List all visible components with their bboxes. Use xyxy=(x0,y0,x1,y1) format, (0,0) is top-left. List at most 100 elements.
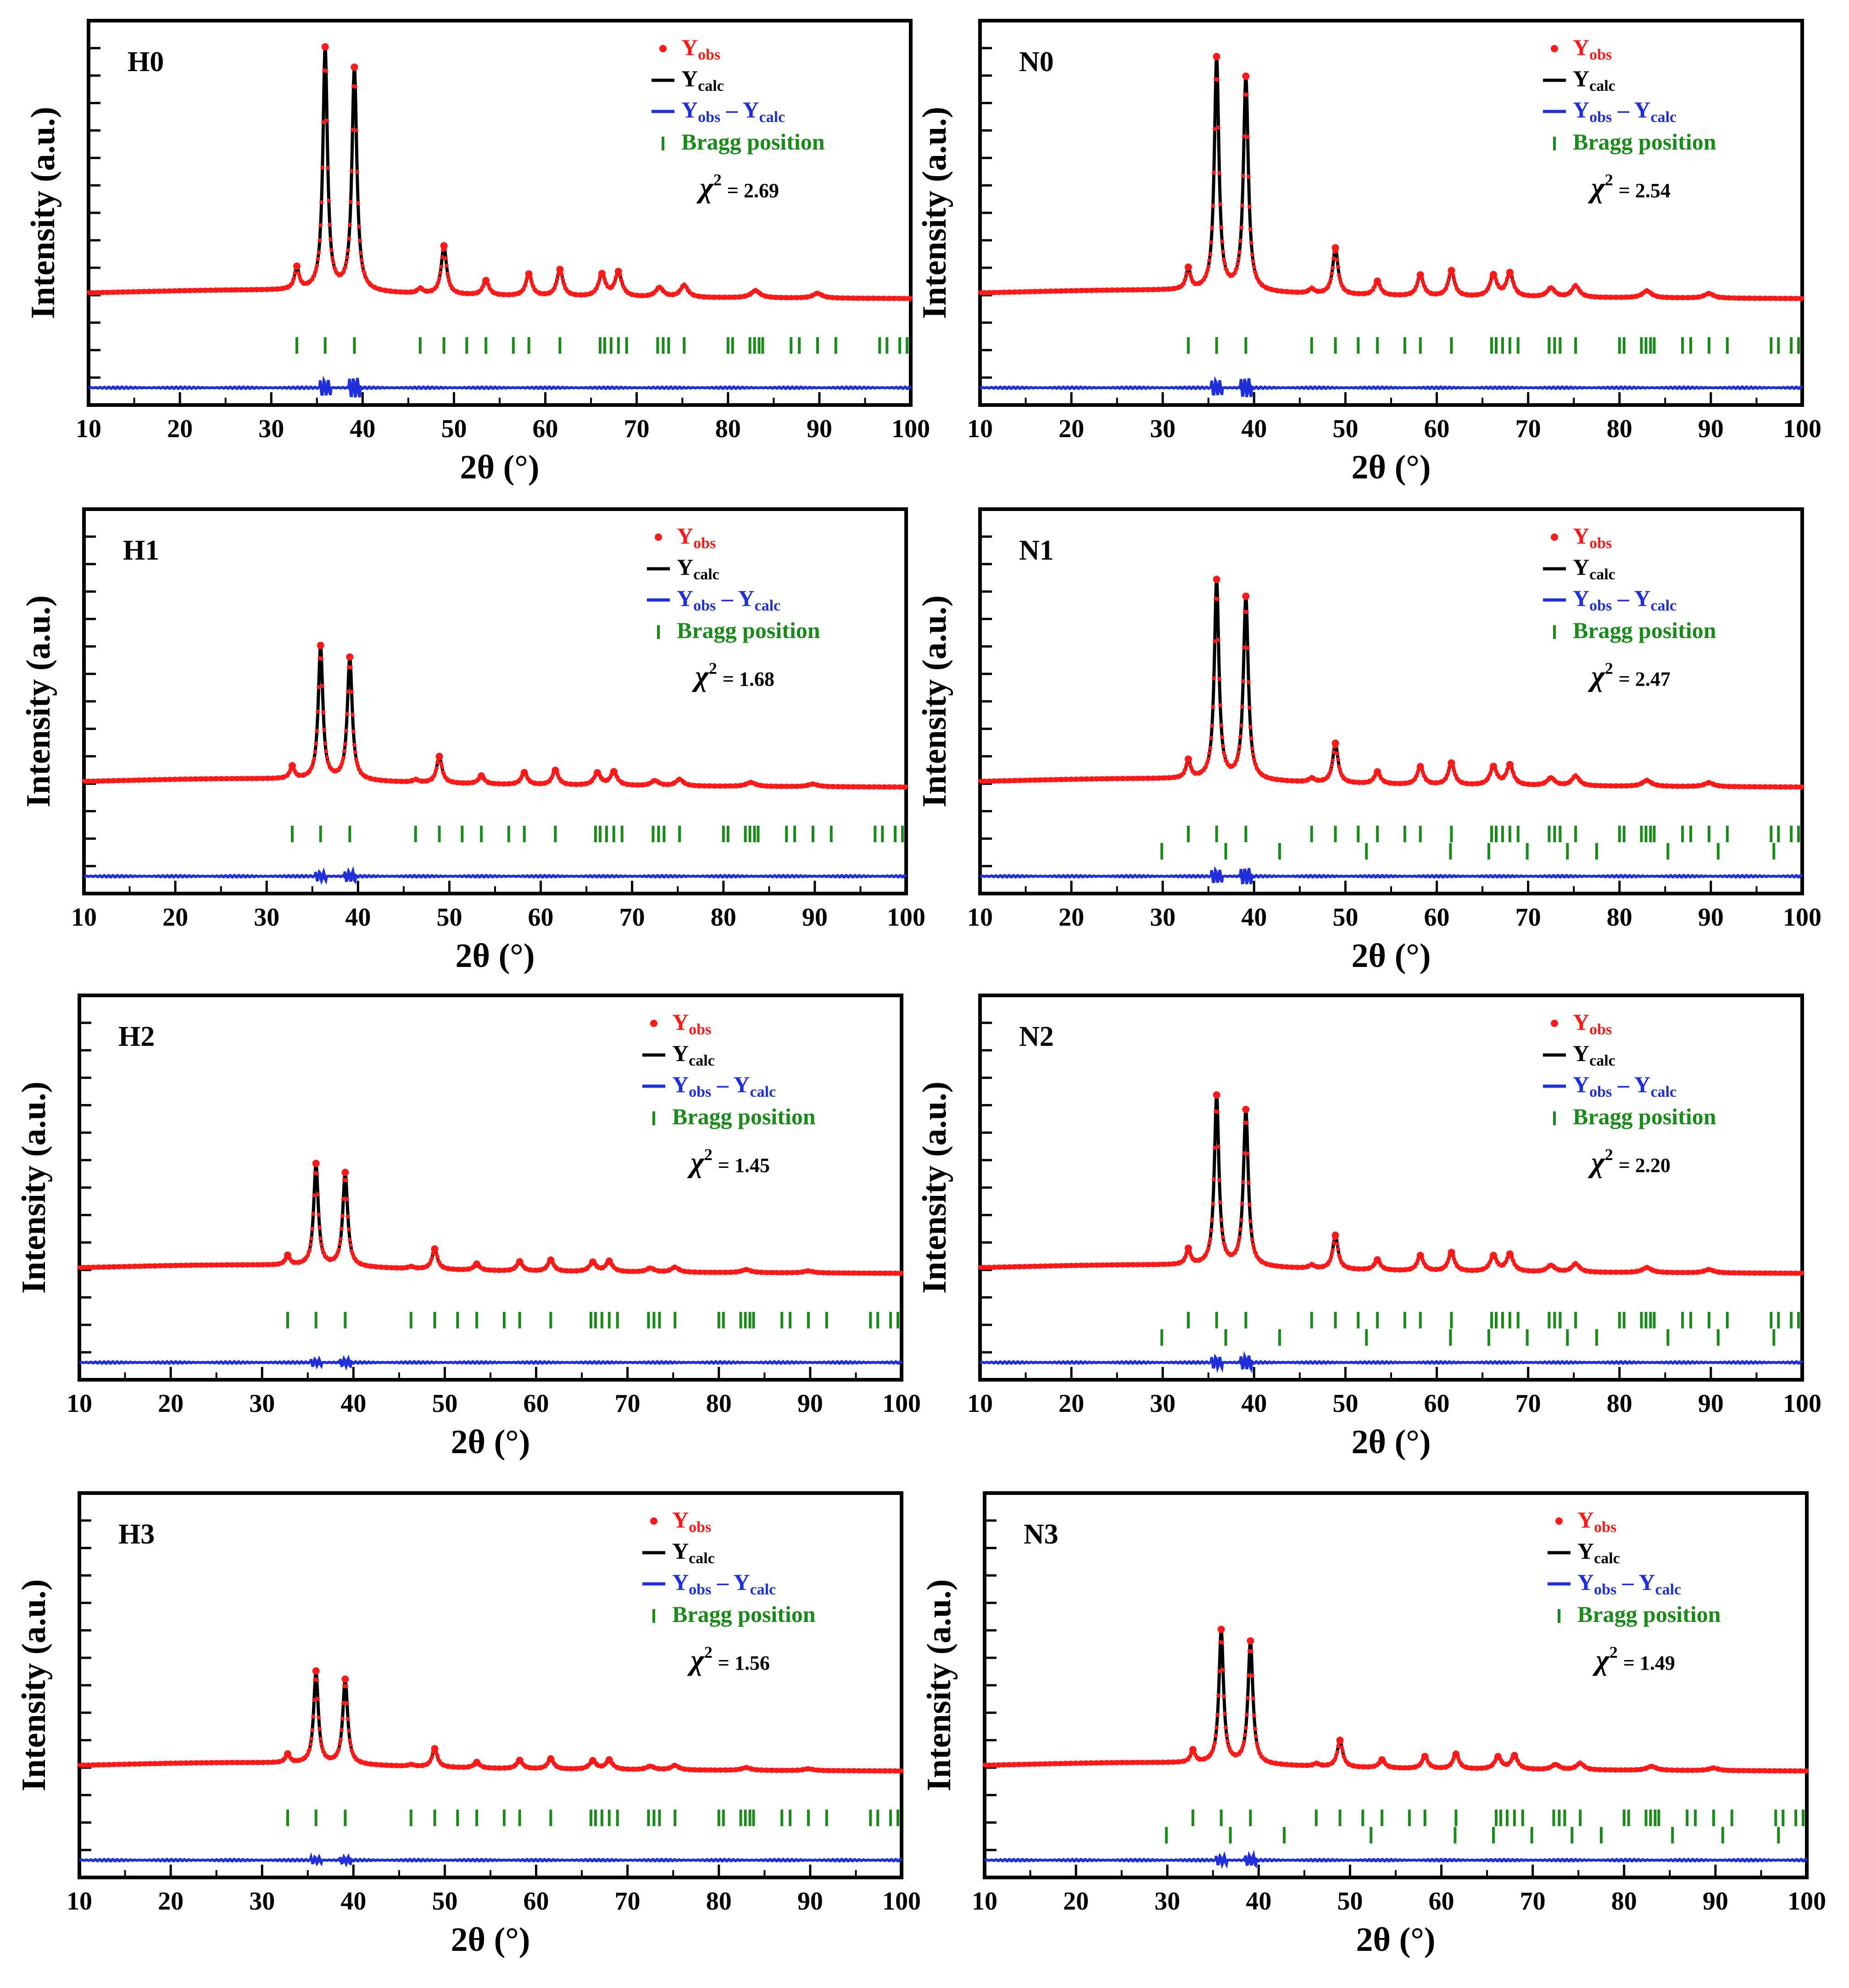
obs-point xyxy=(1183,276,1188,281)
obs-point xyxy=(329,237,333,242)
obs-point xyxy=(330,256,335,261)
obs-point xyxy=(290,281,295,286)
x-tick-label: 90 xyxy=(1698,903,1724,932)
legend-text: Y xyxy=(1573,523,1589,549)
obs-point xyxy=(445,263,449,268)
obs-point xyxy=(1209,240,1214,244)
obs-point xyxy=(1331,750,1336,755)
obs-point xyxy=(358,250,363,255)
x-axis-label: 2θ (°) xyxy=(460,449,539,486)
obs-point xyxy=(1335,257,1339,262)
obs-peak-point xyxy=(1490,762,1497,770)
legend-text: calc xyxy=(1589,566,1615,583)
x-tick-label: 10 xyxy=(67,1389,92,1418)
obs-point xyxy=(1215,78,1220,82)
obs-peak-point xyxy=(520,769,528,777)
obs-point xyxy=(355,170,359,174)
obs-point xyxy=(341,270,345,274)
x-tick-label: 80 xyxy=(1607,903,1632,932)
x-tick-label: 30 xyxy=(258,415,284,443)
obs-point xyxy=(430,1256,434,1261)
obs-point xyxy=(1445,281,1450,286)
obs-point xyxy=(1208,746,1213,750)
obs-point xyxy=(1219,723,1224,727)
x-tick-label: 40 xyxy=(1241,903,1267,932)
obs-point xyxy=(1335,751,1339,756)
obs-point xyxy=(1237,744,1242,749)
x-tick-label: 50 xyxy=(1332,903,1358,932)
obs-point xyxy=(1233,271,1237,275)
obs-point xyxy=(310,1227,315,1231)
x-tick-label: 40 xyxy=(340,1389,366,1418)
x-tick-label: 100 xyxy=(1783,903,1821,932)
chi-square-value: χ2 = 1.68 xyxy=(691,659,774,692)
legend-text: Y xyxy=(681,97,698,122)
obs-point xyxy=(1248,227,1253,232)
obs-point xyxy=(1415,283,1419,288)
legend-text: – xyxy=(1612,585,1634,611)
x-tick-label: 50 xyxy=(432,1389,457,1418)
obs-point xyxy=(362,271,367,275)
obs-point xyxy=(319,656,324,661)
obs-peak-point xyxy=(1416,271,1424,279)
series-y-obs xyxy=(978,53,1804,301)
obs-point xyxy=(602,277,607,282)
obs-point xyxy=(1181,282,1186,286)
obs-point xyxy=(319,1242,324,1246)
x-tick-label: 90 xyxy=(1698,415,1724,443)
obs-point xyxy=(1239,225,1243,230)
chi-square-value: χ2 = 2.69 xyxy=(696,171,779,204)
x-tick-label: 20 xyxy=(162,903,188,932)
obs-point xyxy=(1241,173,1245,178)
obs-point xyxy=(325,118,329,123)
obs-point xyxy=(1328,280,1332,285)
plot-frame xyxy=(82,507,908,895)
obs-point xyxy=(523,283,528,288)
legend-text: – xyxy=(716,585,738,611)
obs-point xyxy=(559,272,564,277)
obs-peak-point xyxy=(435,753,443,760)
obs-point xyxy=(297,274,302,278)
obs-peak-point xyxy=(1185,263,1192,271)
obs-point xyxy=(315,729,319,733)
obs-point xyxy=(552,286,557,291)
obs-point xyxy=(321,710,326,715)
obs-point xyxy=(1251,259,1255,264)
obs-point xyxy=(322,727,327,732)
obs-point xyxy=(338,1242,342,1246)
obs-point xyxy=(348,200,353,204)
chi-symbol: χ xyxy=(696,171,714,204)
obs-point xyxy=(1246,174,1251,179)
x-tick-label: 70 xyxy=(1515,415,1541,443)
obs-point xyxy=(1206,264,1211,269)
obs-point xyxy=(346,248,350,253)
obs-peak-point xyxy=(346,653,354,661)
obs-point xyxy=(345,689,350,694)
obs-point xyxy=(1249,240,1253,245)
legend-label: Yobs – Ycalc xyxy=(677,585,780,614)
obs-point xyxy=(317,238,322,243)
y-axis-label: Intensity (a.u.) xyxy=(20,595,57,808)
x-tick-label: 50 xyxy=(436,903,462,932)
obs-point xyxy=(318,1236,323,1241)
obs-point xyxy=(1184,272,1189,276)
obs-point xyxy=(1247,205,1252,209)
obs-point xyxy=(1245,646,1250,650)
obs-point xyxy=(908,296,913,300)
plot-frame xyxy=(78,994,903,1382)
x-tick-label: 70 xyxy=(624,415,650,443)
x-tick-label: 90 xyxy=(807,415,832,443)
obs-point xyxy=(1445,772,1450,777)
obs-point xyxy=(320,165,325,170)
obs-point xyxy=(1444,287,1448,291)
obs-point xyxy=(309,1236,314,1241)
obs-point xyxy=(1210,723,1214,728)
obs-point xyxy=(1247,705,1252,710)
obs-point xyxy=(440,765,444,769)
obs-point xyxy=(439,761,443,766)
obs-point xyxy=(345,1197,349,1201)
obs-point xyxy=(339,1227,344,1231)
legend-text: Y xyxy=(1634,585,1650,611)
legend-label: Bragg position xyxy=(1573,617,1716,643)
